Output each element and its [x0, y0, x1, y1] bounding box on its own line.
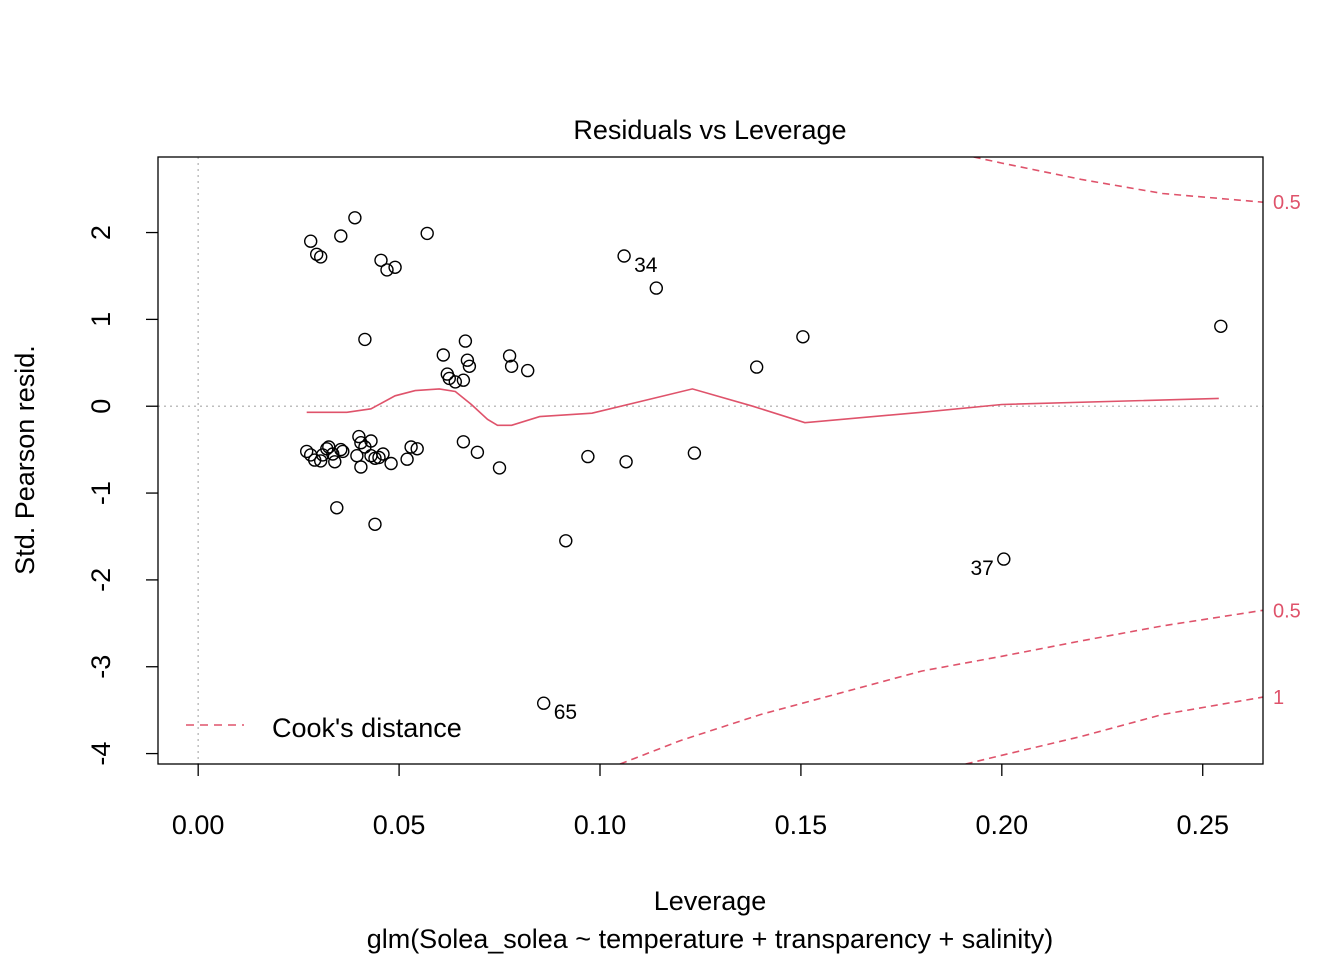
- smooth-curve: [306, 388, 1219, 427]
- y-axis-label: Std. Pearson resid.: [10, 345, 40, 575]
- cooks-contour-2: [965, 696, 1263, 764]
- data-point: [334, 442, 348, 457]
- data-point: [358, 332, 372, 347]
- data-point: [336, 444, 350, 459]
- data-point: [352, 429, 366, 444]
- legend-label: Cook's distance: [272, 713, 462, 743]
- data-point: [619, 455, 633, 469]
- data-point: [456, 435, 471, 449]
- data-point: [492, 461, 507, 475]
- points: [300, 211, 1228, 710]
- data-point: [581, 449, 595, 464]
- data-point: [456, 373, 471, 387]
- cooks-contour-1: [619, 609, 1263, 764]
- data-point: [687, 446, 702, 460]
- y-tick-label: -2: [86, 568, 116, 592]
- x-tick-label: 0.05: [373, 810, 426, 840]
- x-tick-label: 0.25: [1176, 810, 1229, 840]
- y-tick-label: -4: [86, 742, 116, 766]
- data-point: [470, 445, 485, 459]
- y-tick-label: -1: [86, 481, 116, 505]
- data-point: [348, 211, 362, 225]
- data-point: [617, 249, 631, 263]
- data-point: [410, 442, 424, 456]
- data-point: [460, 353, 475, 367]
- data-point: [404, 440, 418, 454]
- data-point: [376, 447, 390, 461]
- data-point: [384, 456, 398, 471]
- data-point: [420, 226, 434, 241]
- data-point: [374, 253, 388, 267]
- data-point: [750, 360, 764, 374]
- chart-title: Residuals vs Leverage: [573, 115, 846, 145]
- x-tick-label: 0.15: [775, 810, 828, 840]
- data-point: [380, 263, 394, 277]
- x-axis: 0.00 0.05 0.10 0.15 0.20 0.25: [172, 764, 1229, 840]
- data-point: [521, 363, 535, 378]
- data-point: [334, 229, 348, 243]
- data-point: [537, 696, 551, 710]
- data-point: [364, 449, 378, 463]
- data-point: [997, 552, 1011, 566]
- data-point: [504, 359, 519, 373]
- data-point: [314, 454, 328, 468]
- plot-frame: [157, 156, 1264, 765]
- data-point: [326, 447, 340, 461]
- cooks-contour-labels: 0.5 0.5 1: [1273, 192, 1301, 709]
- x-tick-label: 0.00: [172, 810, 225, 840]
- data-point: [502, 349, 517, 363]
- data-point: [649, 281, 663, 295]
- point-label: 65: [554, 701, 577, 724]
- data-point: [328, 455, 342, 469]
- data-point: [314, 250, 328, 264]
- y-tick-label: 0: [86, 399, 116, 414]
- subtitle: glm(Solea_solea ~ temperature + transpar…: [367, 924, 1054, 954]
- x-axis-label: Leverage: [654, 886, 767, 916]
- data-point: [354, 436, 368, 450]
- data-point: [330, 501, 344, 515]
- data-point: [1214, 319, 1228, 333]
- cooks-contour-label: 1: [1273, 687, 1284, 709]
- smooth-line: [306, 388, 1219, 427]
- cooks-contour-label: 0.5: [1273, 192, 1301, 214]
- data-point: [368, 517, 382, 531]
- legend: Cook's distance: [186, 713, 462, 743]
- y-axis: -4 -3 -2 -1 0 1 2: [86, 225, 158, 766]
- cooks-contours: [619, 157, 1263, 764]
- y-tick-label: 1: [86, 312, 116, 327]
- point-label: 34: [634, 254, 658, 277]
- data-point: [300, 444, 314, 459]
- data-point: [559, 534, 573, 548]
- data-point: [372, 450, 386, 465]
- data-point: [364, 434, 378, 448]
- data-point: [388, 260, 402, 274]
- data-point: [310, 247, 324, 262]
- y-tick-label: 2: [86, 225, 116, 240]
- y-tick-label: -3: [86, 655, 116, 679]
- cooks-contour-0: [973, 157, 1263, 203]
- cooks-contour-label: 0.5: [1273, 600, 1301, 622]
- data-point: [448, 375, 462, 389]
- point-label: 37: [970, 557, 993, 580]
- data-point: [400, 452, 414, 466]
- x-tick-label: 0.10: [574, 810, 627, 840]
- data-point: [462, 359, 477, 373]
- data-point: [796, 330, 810, 344]
- data-point: [436, 348, 450, 362]
- point-labels: 34 37 65: [554, 254, 994, 724]
- data-point: [354, 460, 368, 474]
- reference-lines: [158, 157, 1263, 764]
- data-point: [304, 234, 318, 248]
- data-point: [458, 334, 473, 348]
- x-tick-label: 0.20: [976, 810, 1029, 840]
